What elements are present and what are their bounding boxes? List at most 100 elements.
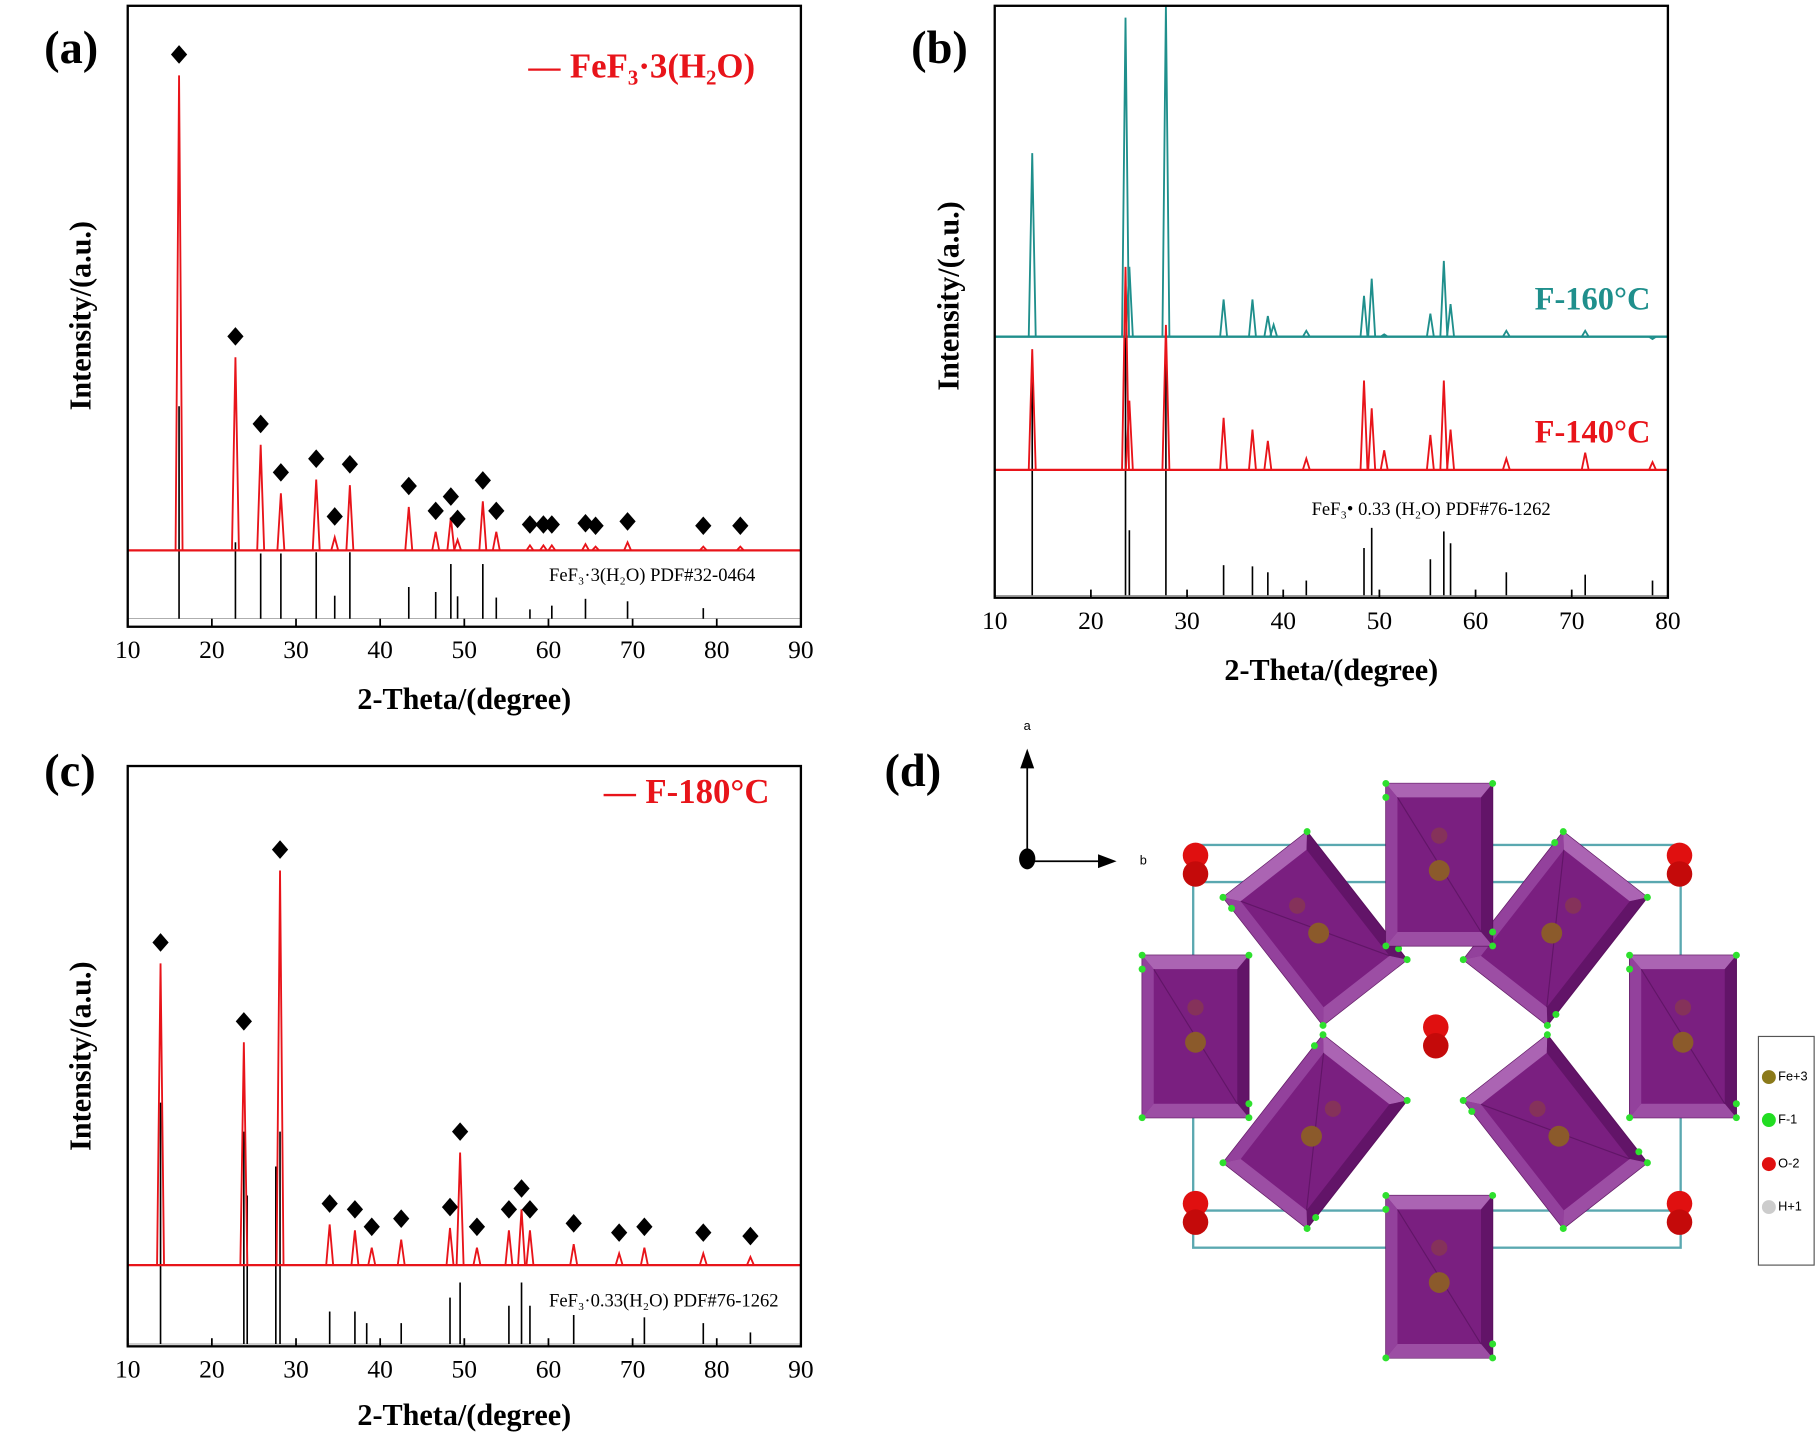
x-axis-title: 2-Theta/(degree) xyxy=(357,682,571,716)
peak xyxy=(581,542,590,551)
peak-marker xyxy=(235,1012,252,1031)
peak xyxy=(614,1250,624,1266)
peak xyxy=(330,533,340,551)
peak xyxy=(431,531,441,551)
peak-marker xyxy=(513,1179,530,1198)
x-tick-label: 30 xyxy=(283,1355,309,1384)
peak-marker xyxy=(272,463,289,482)
peak-marker xyxy=(474,471,491,490)
x-tick-label: 30 xyxy=(283,635,309,664)
peak xyxy=(478,501,488,551)
peak xyxy=(311,479,321,551)
peak xyxy=(1425,434,1435,470)
panel-label: (d) xyxy=(884,746,941,797)
peak xyxy=(445,1227,455,1266)
peak-marker xyxy=(227,327,244,346)
peak xyxy=(569,1244,579,1266)
peak xyxy=(1580,452,1590,471)
legend-swatch xyxy=(1761,1157,1776,1172)
peak xyxy=(591,545,600,552)
peak-marker xyxy=(427,501,444,521)
panel-label: (c) xyxy=(44,746,96,797)
peak xyxy=(1446,304,1455,337)
x-tick-label: 60 xyxy=(536,635,562,664)
peak-marker xyxy=(488,501,505,521)
peak-marker xyxy=(619,512,636,531)
x-tick-label: 50 xyxy=(452,1355,478,1384)
peak xyxy=(1359,295,1369,337)
x-tick-label: 80 xyxy=(704,635,730,664)
peak xyxy=(1219,299,1229,337)
series-label: F-160°C xyxy=(1535,281,1651,317)
peak xyxy=(491,531,501,551)
peak xyxy=(1161,5,1171,337)
x-tick-label: 30 xyxy=(1174,606,1200,635)
plot-frame xyxy=(126,4,803,628)
peak xyxy=(276,493,286,551)
peak xyxy=(525,543,535,551)
peak xyxy=(231,357,240,551)
peak xyxy=(156,963,165,1266)
reference-label: FeF₃·3(H₂O) PDF#32-0464 xyxy=(549,565,755,586)
peak xyxy=(1648,335,1657,341)
peak xyxy=(174,75,184,551)
peak xyxy=(504,1230,514,1266)
peak-marker xyxy=(400,476,417,496)
peak-marker xyxy=(441,1197,459,1217)
peak xyxy=(1501,455,1511,471)
legend-label: F-1 xyxy=(1778,1111,1797,1126)
peak xyxy=(525,1230,535,1266)
peak xyxy=(453,536,462,551)
x-tick-label: 70 xyxy=(1559,606,1585,635)
peak-marker xyxy=(152,933,169,952)
x-tick-label: 40 xyxy=(367,635,393,664)
peak xyxy=(1269,321,1278,337)
peak-marker xyxy=(468,1217,486,1237)
peak-marker xyxy=(543,515,560,534)
peak xyxy=(746,1254,755,1266)
plot-frame xyxy=(126,764,803,1348)
peak xyxy=(547,543,557,551)
peak-marker xyxy=(308,449,325,468)
peak xyxy=(1380,333,1389,338)
peak xyxy=(1446,429,1455,470)
peak xyxy=(698,1250,708,1266)
peak xyxy=(1367,278,1377,337)
legend-swatch xyxy=(1761,1113,1776,1127)
peak xyxy=(1263,440,1273,470)
peak xyxy=(350,1230,360,1266)
peak-marker xyxy=(346,1200,364,1219)
x-tick-label: 60 xyxy=(1463,606,1489,635)
peak xyxy=(1248,299,1257,337)
peak-marker xyxy=(732,516,749,536)
peak xyxy=(1121,17,1130,337)
peak-marker xyxy=(500,1200,518,1219)
x-tick-label: 20 xyxy=(199,1355,225,1384)
x-tick-label: 40 xyxy=(367,1355,393,1384)
peak xyxy=(1425,313,1435,337)
x-tick-label: 20 xyxy=(199,635,225,664)
panel-label: (b) xyxy=(911,23,968,74)
x-tick-label: 10 xyxy=(982,606,1008,635)
legend-label: FeF₃·3(H₂O) xyxy=(570,47,755,86)
peak xyxy=(623,539,632,551)
x-tick-label: 80 xyxy=(704,1355,730,1384)
peak xyxy=(1580,328,1590,338)
legend-label: F-180°C xyxy=(645,772,769,811)
x-tick-label: 50 xyxy=(1367,606,1393,635)
peak xyxy=(325,1224,335,1266)
series-label: F-140°C xyxy=(1535,415,1651,451)
peak xyxy=(1302,328,1311,338)
peak xyxy=(455,1152,465,1266)
peak xyxy=(239,1042,249,1266)
peak xyxy=(345,485,355,551)
peak xyxy=(1027,153,1037,337)
legend-label: O-2 xyxy=(1778,1155,1799,1170)
peak xyxy=(639,1247,649,1266)
x-tick-label: 80 xyxy=(1655,606,1681,635)
peak-marker xyxy=(451,1122,469,1141)
peak-marker xyxy=(521,515,539,534)
peak xyxy=(1359,380,1369,470)
peak xyxy=(396,1239,406,1266)
peak xyxy=(1248,429,1257,470)
